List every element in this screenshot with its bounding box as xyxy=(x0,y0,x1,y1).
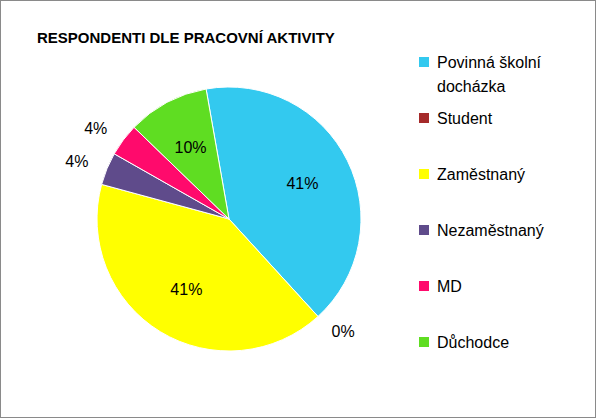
data-label: 4% xyxy=(65,153,88,170)
data-label: 0% xyxy=(331,323,354,340)
chart-frame: RESPONDENTI DLE PRACOVNÍ AKTIVITY41%0%41… xyxy=(0,0,596,418)
chart-title: RESPONDENTI DLE PRACOVNÍ AKTIVITY xyxy=(37,29,335,46)
data-label: 41% xyxy=(170,281,202,298)
legend-swatch xyxy=(419,281,429,291)
legend-label: Povinná školní docházka xyxy=(437,51,587,99)
legend-swatch xyxy=(419,169,429,179)
pie-slice xyxy=(134,89,229,219)
data-label: 10% xyxy=(175,139,207,156)
legend-swatch xyxy=(419,337,429,347)
data-label: 4% xyxy=(84,120,107,137)
legend-swatch xyxy=(419,57,429,67)
legend-label: Důchodce xyxy=(437,331,587,355)
legend-label: Nezaměstnaný xyxy=(437,219,587,243)
legend-swatch xyxy=(419,113,429,123)
legend-swatch xyxy=(419,225,429,235)
data-label: 41% xyxy=(286,175,318,192)
slices xyxy=(97,87,361,351)
data-labels: 41% 0% 41% 4% 4% 10% xyxy=(65,120,354,340)
legend-label: Student xyxy=(437,107,587,131)
legend-label: Zaměstnaný xyxy=(437,163,587,187)
legend-label: MD xyxy=(437,275,587,299)
